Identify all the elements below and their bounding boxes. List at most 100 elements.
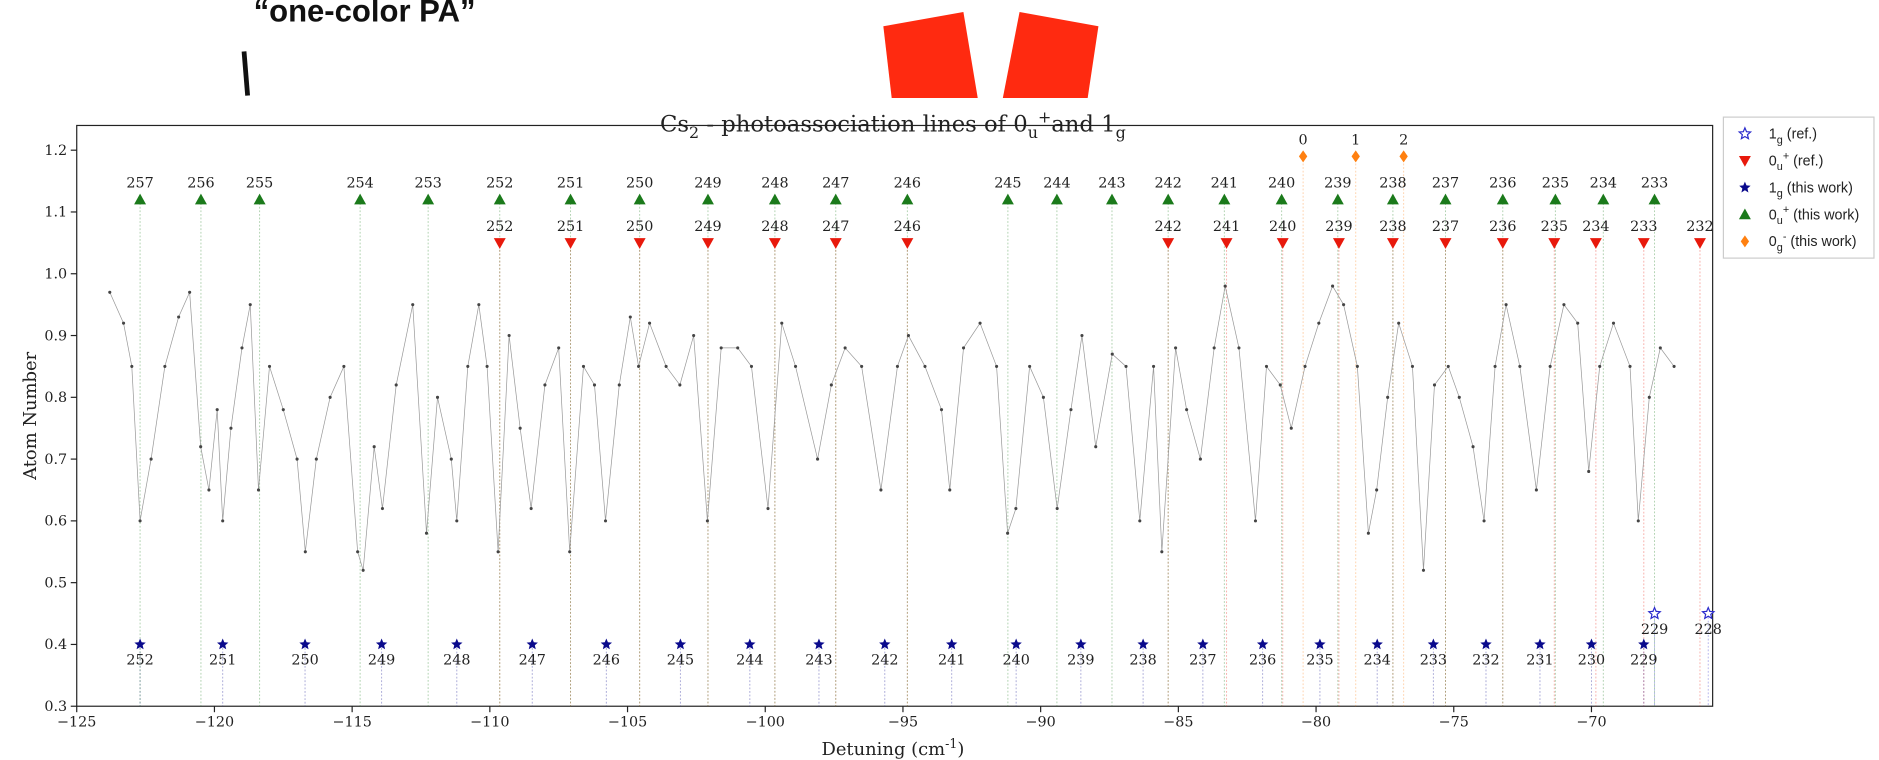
marker [829, 193, 842, 205]
marker [1106, 193, 1118, 205]
y-axis-label: Atom Number [20, 351, 41, 481]
data-point [138, 519, 142, 523]
marker-label: 239 [1324, 176, 1351, 192]
marker-label: 256 [187, 176, 214, 192]
marker [253, 193, 266, 205]
text-part: g [1777, 242, 1783, 254]
marker [1256, 638, 1269, 650]
data-point [906, 333, 911, 338]
text-part: g [1777, 134, 1783, 146]
marker-label: 251 [557, 219, 584, 235]
marker-label: 247 [822, 219, 849, 235]
marker-label: 248 [761, 176, 788, 192]
data-point [455, 519, 459, 523]
marker-label: 255 [246, 176, 273, 192]
text-part: + [1783, 204, 1789, 216]
x-tick-label: −120 [195, 715, 234, 731]
text-part: - [1783, 231, 1787, 243]
marker-label: 247 [822, 176, 849, 192]
data-point [108, 290, 112, 294]
data-point [449, 457, 453, 461]
text-part: + [1038, 107, 1051, 126]
data-point [860, 364, 864, 368]
marker [813, 638, 825, 650]
data-point [435, 395, 440, 399]
marker-label: 254 [346, 176, 373, 192]
marker-label: 2 [1399, 132, 1408, 148]
marker [1298, 150, 1308, 163]
data-point [816, 457, 820, 461]
data-point [1386, 395, 1390, 399]
data-point [1636, 519, 1640, 523]
marker-label: 239 [1067, 653, 1094, 669]
marker [701, 193, 714, 205]
marker [1648, 193, 1661, 205]
marker-label: 252 [126, 653, 153, 669]
data-point [1006, 531, 1010, 535]
marker [633, 238, 646, 249]
marker [600, 638, 613, 650]
marker-label: 237 [1189, 653, 1216, 669]
data-point [356, 550, 360, 554]
marker-label: 248 [761, 219, 788, 235]
marker-label: 239 [1325, 219, 1352, 235]
marker-label: 228 [1695, 622, 1722, 638]
data-point [1504, 303, 1508, 307]
marker-label: 252 [486, 219, 513, 235]
data-point [664, 364, 668, 368]
data-point [1355, 364, 1359, 368]
data-point [1278, 383, 1282, 387]
data-point [1576, 321, 1580, 325]
marker-label: 243 [805, 653, 832, 669]
data-point [1366, 531, 1370, 535]
data-point [1471, 445, 1475, 449]
marker [1332, 238, 1345, 249]
marker-label: 234 [1582, 219, 1609, 235]
data-point [1264, 364, 1269, 368]
marker-label: 252 [486, 176, 513, 192]
data-point [1342, 303, 1346, 307]
data-point [1410, 364, 1415, 368]
y-tick-label: 0.5 [44, 575, 67, 591]
marker-label: 249 [694, 219, 721, 235]
data-point [766, 506, 770, 511]
data-point [267, 364, 272, 368]
data-point [1237, 346, 1241, 350]
data-point [978, 321, 982, 325]
text-part: and 1 [1051, 111, 1115, 137]
data-point [466, 364, 470, 368]
marker-label: 233 [1641, 176, 1668, 192]
data-point [1028, 364, 1032, 368]
marker-label: 232 [1686, 219, 1713, 235]
marker-label: 247 [519, 653, 546, 669]
data-point [380, 506, 384, 511]
marker-label: 246 [593, 653, 620, 669]
data-point [342, 364, 346, 368]
decor-stroke [241, 51, 250, 96]
marker-label: 233 [1420, 653, 1447, 669]
data-point [692, 333, 696, 338]
data-point [1253, 519, 1258, 523]
marker-label: 231 [1526, 653, 1553, 669]
y-tick-label: 1.0 [44, 267, 67, 283]
marker [1162, 238, 1175, 249]
data-point [221, 519, 225, 523]
marker [1162, 193, 1175, 205]
data-point [1110, 352, 1114, 356]
marker-label: 238 [1379, 176, 1406, 192]
data-point [719, 346, 723, 350]
marker [564, 193, 577, 205]
marker [1638, 638, 1650, 650]
marker-label: 238 [1379, 219, 1406, 235]
marker-label: 241 [1211, 176, 1238, 192]
data-point [207, 488, 211, 492]
marker [1399, 150, 1408, 163]
y-tick-label: 0.6 [44, 514, 67, 530]
data-point [1138, 519, 1142, 523]
marker-label: 246 [894, 176, 921, 192]
y-tick-label: 0.9 [44, 328, 67, 344]
data-point [1518, 364, 1522, 368]
text-part: g [1116, 123, 1126, 142]
x-tick-label: −90 [1026, 715, 1056, 731]
